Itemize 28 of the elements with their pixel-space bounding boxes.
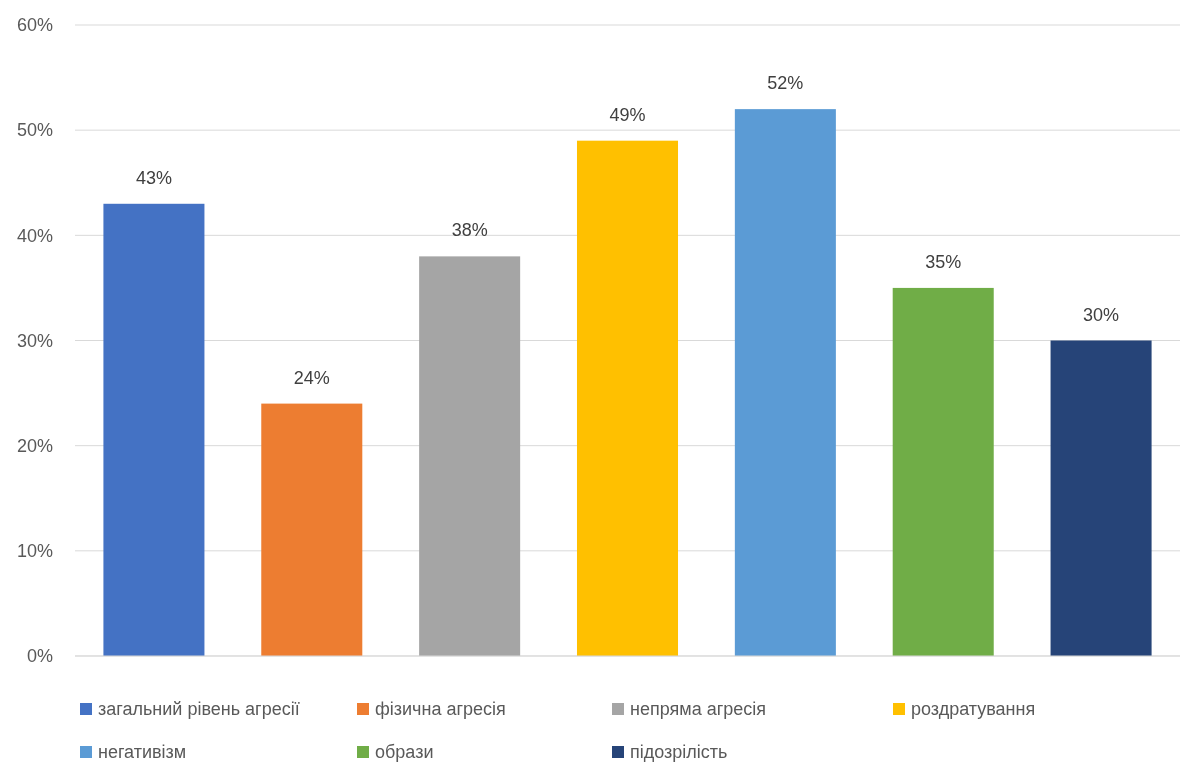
legend-label: роздратування — [911, 699, 1036, 719]
y-tick-label: 30% — [16, 330, 53, 351]
y-tick-label: 50% — [16, 120, 53, 141]
data-label: 24% — [293, 367, 330, 388]
bar — [734, 109, 836, 656]
legend-label: підозрілість — [630, 742, 728, 762]
y-tick-label: 60% — [16, 15, 53, 36]
data-label: 30% — [1083, 304, 1120, 325]
legend-label: фізична агресія — [375, 699, 506, 719]
data-label: 52% — [767, 73, 804, 94]
y-tick-label: 10% — [16, 541, 53, 562]
data-label: 49% — [609, 104, 646, 125]
bar — [1050, 340, 1152, 656]
data-label: 43% — [135, 167, 172, 188]
y-tick-label: 20% — [16, 435, 53, 456]
bar — [576, 140, 679, 656]
bar — [261, 403, 363, 656]
bar — [103, 203, 205, 656]
bar — [892, 287, 994, 656]
bar — [419, 256, 521, 656]
legend-label: негативізм — [98, 742, 187, 762]
data-label: 35% — [925, 251, 962, 272]
legend-label: непряма агресія — [630, 699, 766, 719]
legend-label: образи — [375, 742, 434, 762]
y-tick-label: 40% — [16, 225, 53, 246]
data-label: 38% — [451, 220, 488, 241]
legend-label: загальний рівень агресії — [98, 699, 300, 719]
y-tick-label: 0% — [26, 646, 53, 667]
